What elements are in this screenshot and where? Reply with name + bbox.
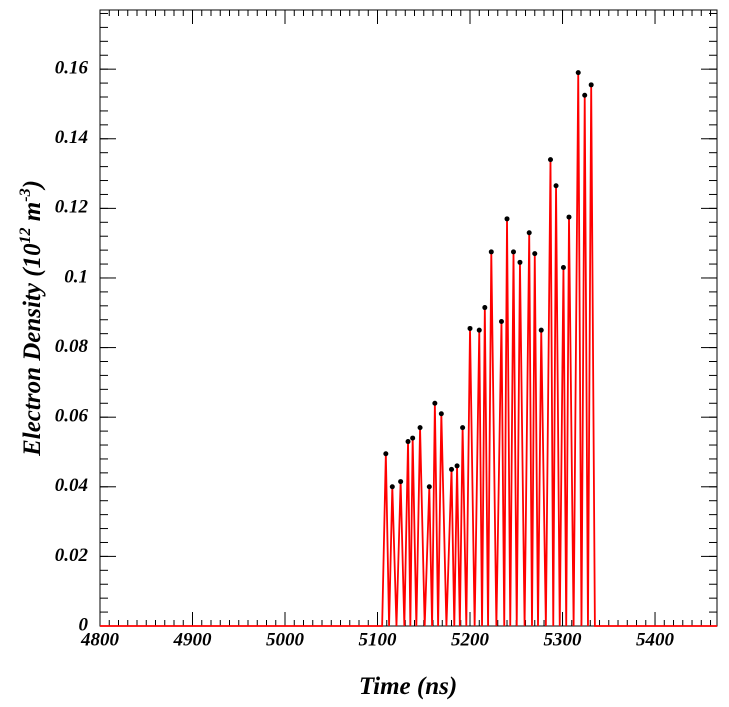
x-tick-label: 5200 <box>451 629 490 650</box>
peak-marker <box>575 70 581 76</box>
x-tick-label: 5400 <box>636 629 675 650</box>
peak-marker <box>426 484 432 490</box>
peak-marker <box>560 265 566 271</box>
peak-marker <box>454 463 460 469</box>
y-axis-title: Electron Density (1012 m-3) <box>17 180 46 457</box>
peak-marker <box>449 466 455 472</box>
y-tick-label: 0.1 <box>64 266 88 287</box>
peak-marker <box>417 425 423 431</box>
y-tick-label: 0.14 <box>55 127 88 148</box>
peak-marker <box>432 400 438 406</box>
y-title-part: ) <box>19 180 46 190</box>
peak-marker <box>467 325 473 331</box>
peak-marker <box>588 82 594 88</box>
peak-marker <box>582 92 588 98</box>
y-title-sup: 12 <box>17 227 34 243</box>
peak-marker <box>566 214 572 220</box>
y-tick-label: 0.06 <box>55 406 89 427</box>
x-axis-title: Time (ns) <box>359 673 457 700</box>
x-tick-label: 5300 <box>544 629 583 650</box>
peak-marker <box>383 451 389 457</box>
peak-marker <box>526 230 532 236</box>
y-title-part: m <box>19 202 46 228</box>
peak-marker <box>553 183 559 189</box>
peak-marker <box>460 425 466 431</box>
y-tick-label: 0.12 <box>55 197 89 218</box>
peak-marker <box>532 251 538 257</box>
peak-marker <box>405 439 411 445</box>
peak-marker <box>517 259 523 265</box>
peak-marker <box>547 157 553 163</box>
x-tick-label: 4900 <box>173 629 213 650</box>
y-tick-label: 0.08 <box>55 336 89 357</box>
data-line <box>100 72 717 627</box>
peak-marker <box>438 411 444 417</box>
y-tick-label: 0.02 <box>55 545 89 566</box>
x-tick-label: 5000 <box>266 629 305 650</box>
x-tick-label: 4800 <box>80 629 120 650</box>
y-title-sup: -3 <box>17 188 34 201</box>
peak-marker <box>488 249 494 255</box>
peak-marker <box>389 484 395 490</box>
peak-marker <box>498 318 504 324</box>
peak-marker <box>476 327 482 333</box>
peak-marker <box>482 305 488 311</box>
x-tick-label: 5100 <box>359 629 398 650</box>
y-tick-label: 0.16 <box>55 58 89 79</box>
peak-marker <box>410 435 416 441</box>
peak-marker <box>510 249 516 255</box>
y-title-part: Electron Density (10 <box>19 243 46 457</box>
y-tick-label: 0 <box>79 614 89 635</box>
plot-frame <box>99 9 718 627</box>
peak-marker <box>504 216 510 222</box>
peak-marker <box>398 479 404 485</box>
y-tick-label: 0.04 <box>55 475 88 496</box>
peak-marker <box>538 327 544 333</box>
